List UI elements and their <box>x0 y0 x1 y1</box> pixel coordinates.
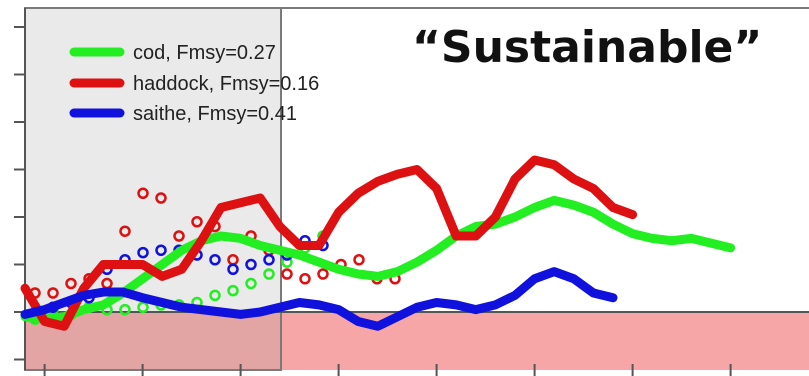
scatter-point-haddock <box>353 254 365 266</box>
scatter-point-haddock <box>137 187 149 199</box>
series-line-cod <box>20 195 736 324</box>
scatter-point-haddock <box>281 268 293 280</box>
series-line-haddock <box>20 155 638 331</box>
scatter-point-saithe <box>245 258 257 271</box>
legend-label-saithe: saithe, Fmsy=0.41 <box>133 103 297 125</box>
chart-title: “Sustainable” <box>412 22 762 73</box>
scatter-point-saithe <box>137 246 149 259</box>
scatter-point-saithe <box>155 244 167 256</box>
negative-zone <box>25 312 809 370</box>
scatter-point-saithe <box>227 263 239 275</box>
scatter-point-cod <box>263 268 275 280</box>
legend: cod, Fmsy=0.27 haddock, Fmsy=0.16 saithe… <box>69 42 319 125</box>
scatter-point-cod <box>245 277 257 290</box>
x-ticks <box>43 364 732 376</box>
scatter-point-cod <box>119 303 131 316</box>
scatter-point-haddock <box>65 277 77 290</box>
scatter-point-cod <box>209 289 221 302</box>
y-ticks <box>14 26 25 361</box>
legend-label-haddock: haddock, Fmsy=0.16 <box>133 73 319 95</box>
legend-label-cod: cod, Fmsy=0.27 <box>133 42 276 64</box>
scatter-point-haddock <box>299 273 311 285</box>
series-lines <box>20 155 736 331</box>
scatter-point-cod <box>281 256 293 268</box>
scatter-point-haddock <box>317 268 329 280</box>
scatter-point-haddock <box>47 287 59 299</box>
scatter-point-haddock <box>119 225 131 237</box>
scatter-point-cod <box>137 301 149 313</box>
scatter-point-cod <box>227 284 239 297</box>
scatter-point-saithe <box>209 254 221 266</box>
scatter-point-saithe <box>263 254 275 266</box>
scatter-point-haddock <box>173 230 185 242</box>
scatter-point-haddock <box>155 192 167 204</box>
series-line-saithe <box>20 267 618 331</box>
scatter-point-haddock <box>191 216 203 228</box>
